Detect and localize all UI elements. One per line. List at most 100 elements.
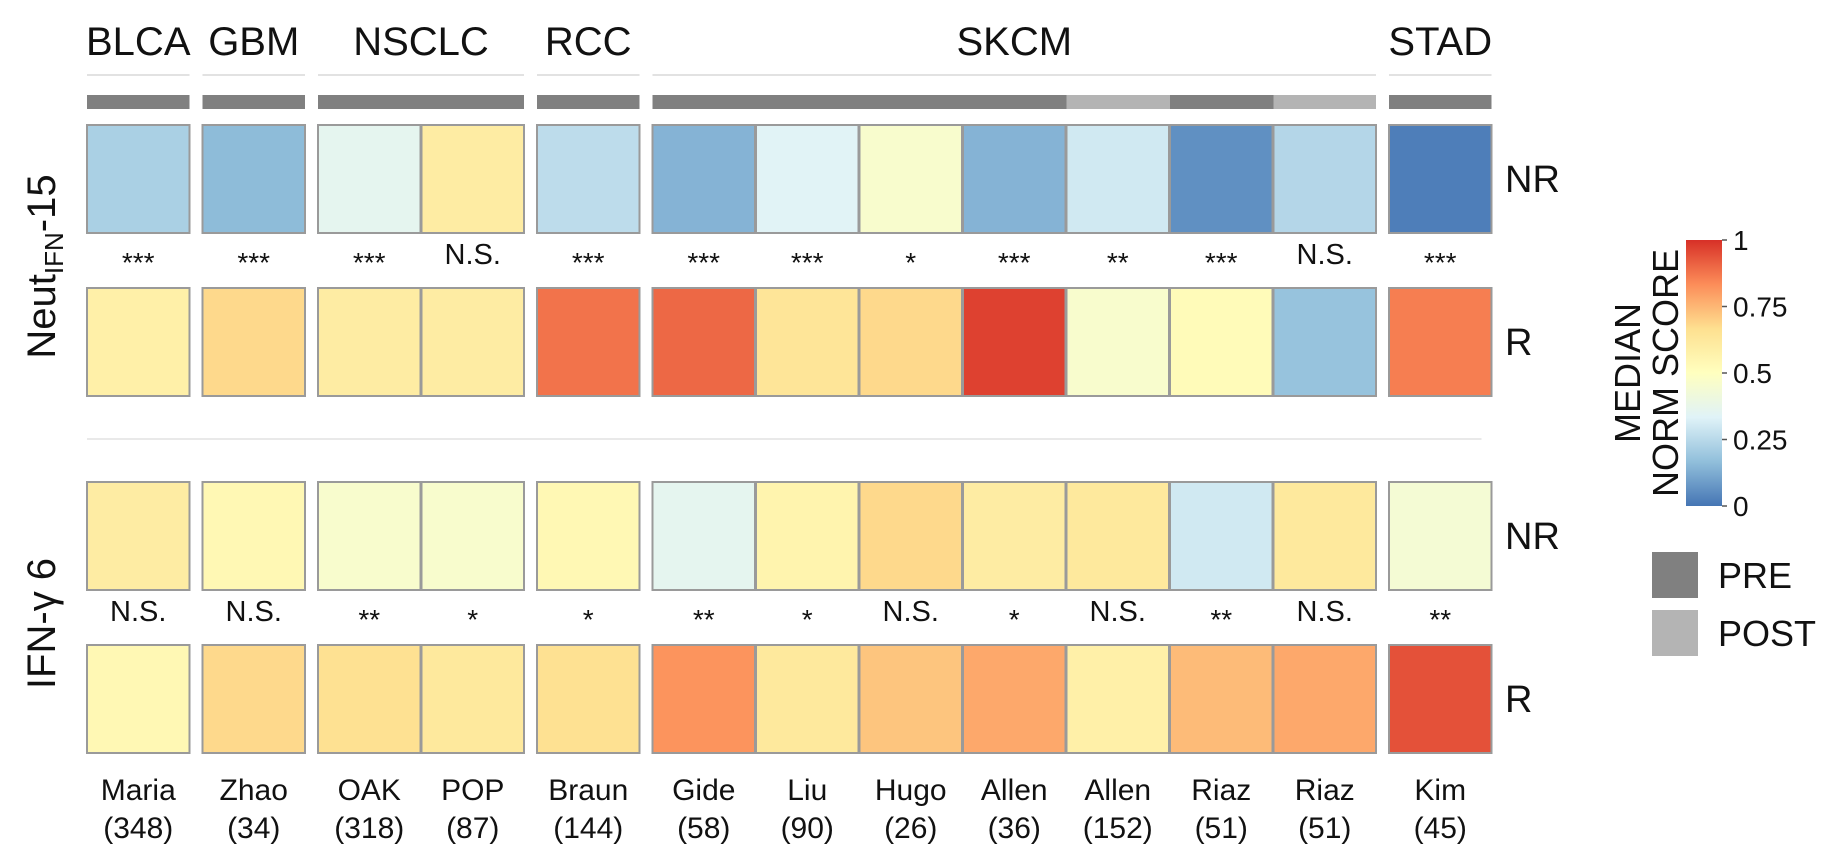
study-name: Riaz (1191, 774, 1251, 807)
study-name: Hugo (875, 774, 947, 807)
heatmap-cell (536, 481, 641, 591)
timepoint-segment (318, 95, 422, 109)
study-name: Maria (101, 774, 176, 807)
significance-label: N.S. (1297, 239, 1353, 271)
heatmap-cell (86, 481, 191, 591)
heatmap-cell (201, 287, 306, 397)
significance-label: *** (237, 247, 270, 278)
timepoint-segment (202, 95, 305, 109)
timepoint-segment (421, 95, 524, 109)
cancer-type-label: STAD (1388, 20, 1492, 64)
heatmap-cell (1388, 644, 1493, 754)
cancer-type-label: GBM (208, 20, 299, 64)
heatmap-cell (420, 481, 525, 591)
heatmap-cell (651, 124, 756, 234)
heatmap-cell (1065, 287, 1170, 397)
study-sample-size: (318) (334, 812, 404, 845)
panel-label-main: Neut (20, 274, 64, 359)
significance-label: N.S. (883, 596, 939, 628)
timepoint-legend-swatch (1652, 552, 1698, 598)
timepoint-segment (859, 95, 963, 109)
significance-label: ** (693, 604, 715, 635)
heatmap-cell (651, 644, 756, 754)
study-sample-size: (36) (988, 812, 1041, 845)
colorbar-tick-label: 0 (1733, 491, 1749, 522)
heatmap-cell (1272, 481, 1377, 591)
significance-label: ** (1210, 604, 1232, 635)
significance-label: * (467, 604, 478, 635)
heatmap-cell (1169, 287, 1274, 397)
cancer-type-label: RCC (545, 20, 632, 64)
heatmap-cell (1388, 124, 1493, 234)
heatmap-panels: NRR*** *** *** N.S. *** *** *** * *** ** *** N.S. **… (20, 124, 1560, 754)
heatmap-cell (201, 124, 306, 234)
study-sample-size: (26) (884, 812, 937, 845)
study-name: POP (441, 774, 504, 807)
study-sample-size: (144) (553, 812, 623, 845)
heatmap-cell (1169, 644, 1274, 754)
significance-label: *** (791, 247, 824, 278)
timepoint-legend-swatch (1652, 610, 1698, 656)
heatmap-cell (86, 124, 191, 234)
heatmap-cell (755, 124, 860, 234)
study-name: Liu (787, 774, 827, 807)
colorbar-tick-label: 0.25 (1733, 425, 1788, 456)
timepoint-segment (1170, 95, 1274, 109)
heatmap-cell (962, 481, 1067, 591)
timepoint-segment (537, 95, 640, 109)
heatmap-cell (755, 644, 860, 754)
significance-label: *** (687, 247, 720, 278)
heatmap-cell (201, 481, 306, 591)
heatmap-cell (317, 124, 422, 234)
heatmap-cell (651, 481, 756, 591)
study-name: Braun (548, 774, 628, 807)
row-label: R (1505, 679, 1532, 721)
panel-label-main: IFN-γ 6 (20, 558, 64, 689)
study-sample-size: (90) (781, 812, 834, 845)
significance-label: * (1009, 604, 1020, 635)
significance-label: N.S. (445, 239, 501, 271)
timepoint-segment (1389, 95, 1492, 109)
study-name: Riaz (1295, 774, 1355, 807)
timepoint-legend-label: POST (1718, 613, 1816, 654)
heatmap-cell (962, 644, 1067, 754)
heatmap-cell (420, 124, 525, 234)
row-label: R (1505, 322, 1532, 364)
heatmap-cell (962, 287, 1067, 397)
heatmap-cell (1065, 644, 1170, 754)
heatmap-cell (1065, 124, 1170, 234)
significance-label: ** (358, 604, 380, 635)
heatmap-cell (858, 287, 963, 397)
study-name: Kim (1414, 774, 1466, 807)
study-sample-size: (348) (103, 812, 173, 845)
heatmap-cell (420, 287, 525, 397)
study-name: Zhao (220, 774, 288, 807)
significance-label: * (802, 604, 813, 635)
timepoint-bar (87, 95, 1492, 109)
heatmap-cell (1272, 287, 1377, 397)
cancer-type-header: BLCA GBM NSCLC RCC SKCM STAD (86, 20, 1492, 76)
timepoint-segment (1066, 95, 1170, 109)
heatmap-cell (858, 644, 963, 754)
heatmap-cell (651, 287, 756, 397)
study-sample-size: (51) (1298, 812, 1351, 845)
colorbar-tick-label: 0.75 (1733, 292, 1788, 323)
panel: NRR*** *** *** N.S. *** *** *** * *** ** *** N.S. **… (20, 124, 1560, 397)
study-sample-size: (51) (1195, 812, 1248, 845)
study-labels: Maria (348) Zhao (34) OAK (318) POP (87) Braun (1… (101, 774, 1467, 845)
significance-label: *** (1205, 247, 1238, 278)
study-name: Allen (1084, 774, 1151, 807)
significance-label: ** (1107, 247, 1129, 278)
heatmap-cell (86, 644, 191, 754)
significance-label: * (583, 604, 594, 635)
significance-label: N.S. (1297, 596, 1353, 628)
heatmap-cell (317, 287, 422, 397)
study-name: Allen (981, 774, 1048, 807)
study-name: OAK (338, 774, 401, 807)
timepoint-segment (963, 95, 1067, 109)
cancer-type-label: NSCLC (353, 20, 489, 64)
significance-label: *** (353, 247, 386, 278)
significance-label: *** (572, 247, 605, 278)
timepoint-segment (87, 95, 190, 109)
